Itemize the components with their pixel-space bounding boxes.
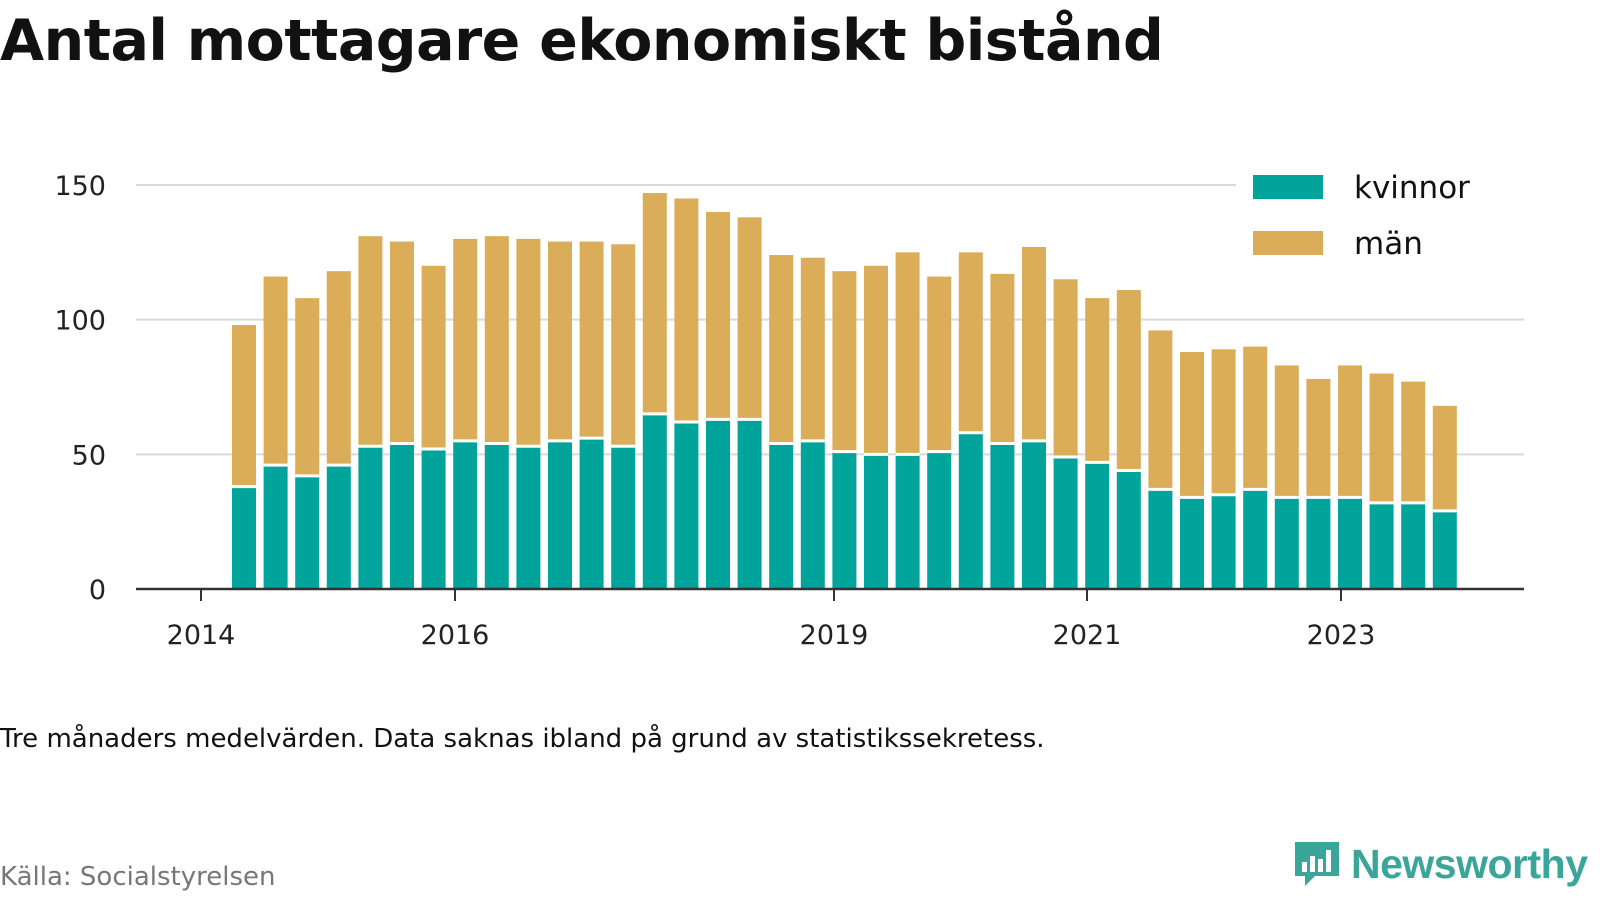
bar-man xyxy=(390,241,414,444)
bar-man xyxy=(421,265,446,449)
bar-man xyxy=(1401,381,1426,503)
bar-kvinnor xyxy=(516,446,541,589)
bar-kvinnor xyxy=(548,440,572,589)
bar-man xyxy=(958,252,983,433)
y-tick-label: 0 xyxy=(89,575,106,606)
legend-label: män xyxy=(1354,226,1423,262)
bar-man xyxy=(1306,378,1331,498)
legend-swatch xyxy=(1253,231,1323,255)
bar-man xyxy=(516,238,541,447)
bar-kvinnor xyxy=(769,443,794,589)
bar-kvinnor xyxy=(421,448,446,589)
bar-kvinnor xyxy=(1401,502,1426,589)
bar-kvinnor xyxy=(1022,440,1046,589)
bar-man xyxy=(579,241,604,439)
brand-logo[interactable]: Newsworthy xyxy=(1293,840,1588,888)
bar-man xyxy=(800,257,825,441)
bar-man xyxy=(611,244,636,447)
x-tick-label: 2023 xyxy=(1307,620,1376,651)
brand-name: Newsworthy xyxy=(1351,840,1588,887)
bar-kvinnor xyxy=(232,486,256,589)
bar-man xyxy=(674,198,699,423)
bar-kvinnor xyxy=(1338,497,1362,589)
bar-man xyxy=(1053,279,1078,458)
chart-note: Tre månaders medelvärden. Data saknas ib… xyxy=(0,724,1045,754)
bar-man xyxy=(737,217,762,420)
y-tick-label: 150 xyxy=(54,171,106,202)
bar-kvinnor xyxy=(1148,489,1173,589)
bar-man xyxy=(706,211,730,420)
newsworthy-logo-icon xyxy=(1295,842,1339,886)
bar-kvinnor xyxy=(1180,497,1204,589)
bar-man xyxy=(1338,365,1362,498)
source-text: Källa: Socialstyrelsen xyxy=(0,862,276,892)
bar-man xyxy=(927,276,952,452)
bar-man xyxy=(1432,405,1457,511)
bar-man xyxy=(1022,246,1046,441)
bar-kvinnor xyxy=(927,451,952,589)
bar-kvinnor xyxy=(895,454,920,589)
bar-man xyxy=(1148,330,1173,490)
chart-title: Antal mottagare ekonomiskt bistånd xyxy=(0,8,1164,74)
bar-man xyxy=(769,255,794,444)
y-tick-label: 50 xyxy=(72,440,106,471)
bar-man xyxy=(1274,365,1299,498)
bar-kvinnor xyxy=(832,451,857,589)
x-tick-label: 2021 xyxy=(1053,620,1122,651)
x-tick-label: 2014 xyxy=(167,620,236,651)
legend-label: kvinnor xyxy=(1354,170,1470,206)
bar-man xyxy=(295,298,320,476)
bar-kvinnor xyxy=(864,454,888,589)
bar-kvinnor xyxy=(1211,494,1236,589)
bar-kvinnor xyxy=(1274,497,1299,589)
bar-kvinnor xyxy=(990,443,1015,589)
bar-man xyxy=(548,241,572,441)
x-tick-label: 2019 xyxy=(800,620,869,651)
bar-kvinnor xyxy=(958,432,983,589)
bar-kvinnor xyxy=(611,446,636,589)
bar-kvinnor xyxy=(263,465,288,589)
bar-man xyxy=(263,276,288,466)
y-tick-label: 100 xyxy=(54,306,106,337)
bar-man xyxy=(326,271,351,466)
bar-kvinnor xyxy=(390,443,414,589)
bar-kvinnor xyxy=(1085,462,1110,589)
bar-man xyxy=(484,236,509,444)
bar-man xyxy=(1211,349,1236,495)
bar-man xyxy=(1085,298,1110,463)
x-tick-label: 2016 xyxy=(421,620,490,651)
bar-man xyxy=(1180,351,1204,498)
bar-man xyxy=(1116,290,1141,471)
bar-kvinnor xyxy=(453,440,478,589)
bar-kvinnor xyxy=(484,443,509,589)
bar-kvinnor xyxy=(674,422,699,589)
bar-man xyxy=(990,273,1015,444)
bar-kvinnor xyxy=(1369,502,1394,589)
bar-kvinnor xyxy=(358,446,383,589)
bar-kvinnor xyxy=(1306,497,1331,589)
bar-man xyxy=(1369,373,1394,503)
bar-man xyxy=(832,271,857,452)
bar-kvinnor xyxy=(800,440,825,589)
bar-kvinnor xyxy=(1243,489,1268,589)
bar-kvinnor xyxy=(1053,457,1078,589)
legend-swatch xyxy=(1253,175,1323,199)
bar-man xyxy=(864,265,888,455)
stacked-bar-chart: 0 50 100 150 2014 2016 2019 2021 2023 kvinnor män xyxy=(54,170,1524,651)
bar-man xyxy=(895,252,920,455)
bar-kvinnor xyxy=(706,419,730,589)
bar-kvinnor xyxy=(1432,510,1457,589)
bar-man xyxy=(232,325,256,487)
bar-kvinnor xyxy=(579,438,604,589)
bar-man xyxy=(358,236,383,447)
bar-kvinnor xyxy=(642,413,667,589)
bar-kvinnor xyxy=(1116,470,1141,589)
bar-man xyxy=(1243,346,1268,490)
bar-kvinnor xyxy=(326,465,351,589)
bar-kvinnor xyxy=(737,419,762,589)
bar-kvinnor xyxy=(295,475,320,589)
bar-man xyxy=(453,238,478,441)
bar-man xyxy=(642,193,667,414)
